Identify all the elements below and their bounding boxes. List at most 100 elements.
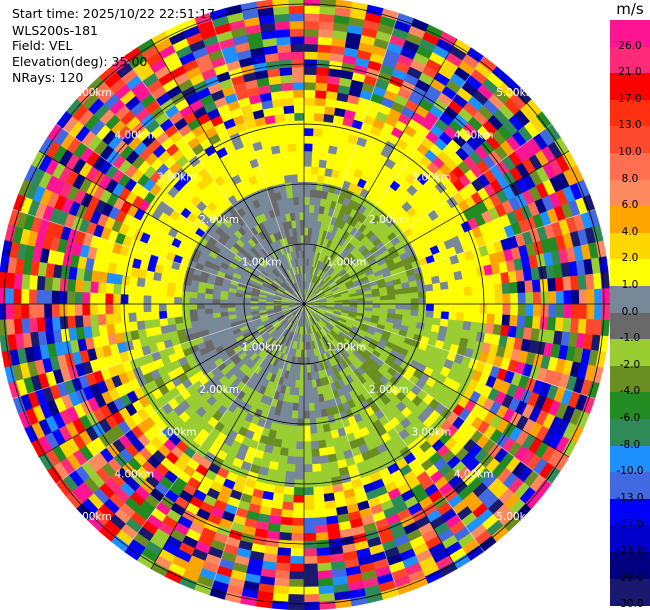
- radar-gate: [310, 166, 319, 175]
- radar-gate: [89, 303, 98, 316]
- radar-gate: [303, 418, 311, 427]
- radar-gate: [313, 486, 325, 496]
- radar-gate: [277, 462, 288, 472]
- radar-gate: [601, 303, 610, 321]
- radar-gate: [525, 303, 534, 317]
- nrays-label: NRays: 120: [12, 70, 84, 85]
- radar-gate: [410, 291, 419, 299]
- radar-gate: [303, 456, 313, 465]
- radar-gate: [303, 81, 316, 91]
- colorbar-tick-label: 17.0: [618, 92, 642, 105]
- radar-gate: [173, 310, 183, 318]
- radar-gate: [290, 51, 305, 60]
- radar-gate: [441, 303, 450, 312]
- colorbar-tick-label: 10.0: [618, 146, 642, 158]
- colorbar-unit: m/s: [616, 0, 644, 18]
- radar-gate: [227, 295, 236, 301]
- radar-gate: [380, 303, 389, 309]
- range-label: 4.00km: [454, 129, 494, 141]
- radar-gate: [303, 441, 312, 450]
- radar-gate: [509, 281, 519, 294]
- radar-gate: [510, 303, 519, 316]
- radar-gate: [303, 464, 314, 473]
- radar-gate: [279, 447, 290, 457]
- radar-gate: [532, 303, 542, 317]
- radar-gate: [387, 303, 397, 310]
- radar-gate: [303, 158, 312, 167]
- radar-gate: [112, 313, 122, 325]
- colorbar-tick-label: -13.0: [616, 491, 644, 504]
- radar-gate: [274, 577, 290, 587]
- radar-gate: [303, 502, 316, 511]
- radar-gate: [51, 303, 60, 318]
- radar-gate: [286, 135, 296, 145]
- radar-gate: [316, 539, 330, 549]
- radar-gate: [600, 271, 610, 289]
- radar-gate: [548, 303, 557, 318]
- radar-gate: [319, 0, 337, 8]
- radar-gate: [303, 166, 312, 175]
- radar-gate: [289, 571, 305, 580]
- radar-gate: [303, 97, 316, 106]
- radar-gate: [74, 315, 84, 329]
- radar-gate: [204, 293, 213, 300]
- radar-gate: [13, 303, 22, 320]
- radar-gate: [303, 372, 309, 381]
- radar-gate: [571, 303, 580, 319]
- radar-gate: [290, 417, 299, 427]
- radar-gate: [303, 20, 320, 30]
- radar-gate: [273, 13, 290, 23]
- range-label: 2.00km: [199, 384, 239, 396]
- radar-gate: [291, 66, 305, 76]
- radar-gate: [74, 303, 83, 317]
- radar-gate: [227, 299, 236, 305]
- radar-gate: [299, 380, 305, 389]
- radar-gate: [143, 311, 153, 322]
- radar-gate: [308, 402, 316, 412]
- radar-gate: [82, 280, 92, 294]
- radar-gate: [317, 562, 333, 572]
- radar-gate: [293, 395, 300, 404]
- radar-gate: [493, 282, 503, 295]
- radar-gate: [554, 316, 564, 332]
- radar-gate: [571, 289, 580, 305]
- radar-gate: [294, 387, 300, 396]
- radar-gate: [59, 316, 69, 330]
- radar-gate: [563, 289, 573, 305]
- radar-gate: [439, 281, 449, 290]
- radar-gate: [532, 291, 542, 305]
- radar-gate: [310, 440, 320, 450]
- radar-gate: [547, 316, 557, 331]
- radar-gate: [295, 150, 305, 160]
- radar-gate: [283, 486, 295, 496]
- instrument-name: WLS200s-181: [12, 23, 98, 38]
- elevation-label: Elevation(deg): 35.00: [12, 54, 148, 69]
- radar-gate: [314, 89, 327, 99]
- radar-gate: [13, 318, 23, 335]
- radar-gate: [303, 448, 313, 458]
- radar-gate: [447, 279, 457, 290]
- radar-gate: [316, 59, 330, 69]
- range-label: 3.00km: [157, 172, 197, 184]
- radar-gate: [303, 196, 310, 205]
- radar-gate: [196, 292, 206, 300]
- radar-gate: [297, 181, 305, 190]
- radar-gate: [274, 28, 291, 38]
- radar-gate: [143, 303, 152, 313]
- radar-gate: [494, 293, 504, 305]
- range-label: 5.00km: [496, 511, 536, 523]
- colorbar-tick-label: 2.0: [621, 252, 639, 265]
- radar-gate: [322, 113, 335, 123]
- radar-gate: [314, 189, 323, 199]
- radar-gate: [296, 364, 302, 374]
- radar-gate: [310, 425, 318, 435]
- radar-gate: [284, 417, 293, 426]
- radar-gate: [290, 548, 305, 557]
- radar-gate: [303, 433, 312, 442]
- radar-gate: [494, 303, 504, 315]
- colorbar-tick-label: -21.0: [616, 545, 644, 557]
- radar-gate: [524, 315, 534, 329]
- radar-gate: [315, 66, 330, 77]
- radar-gate: [136, 320, 146, 331]
- radar-gate: [279, 524, 293, 534]
